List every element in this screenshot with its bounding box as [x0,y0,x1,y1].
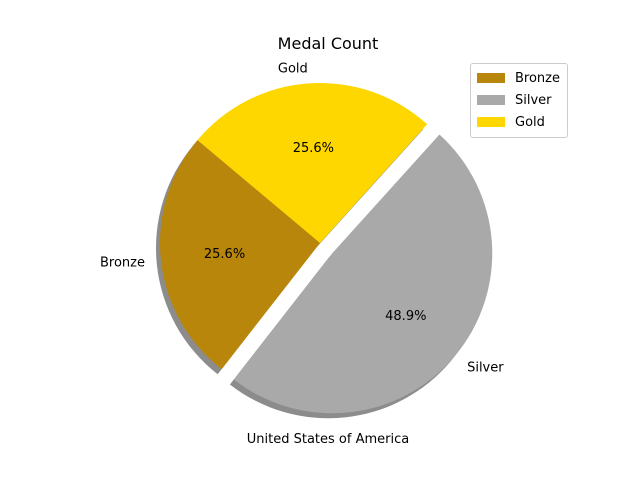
slice-bronze [160,140,320,370]
pie-slices [160,82,493,414]
legend: Bronze Silver Gold [470,63,568,138]
slice-label-bronze: Bronze [100,256,145,271]
legend-swatch-silver [477,95,505,105]
legend-label-gold: Gold [515,114,545,130]
legend-item-gold: Gold [471,111,567,133]
percent-label-bronze: 25.6% [204,247,245,262]
slice-labels: 25.6% Bronze 48.9% Silver 25.6% Gold [100,61,504,375]
legend-swatch-bronze [477,73,505,83]
slice-label-gold: Gold [278,61,308,76]
x-axis-label: United States of America [247,432,409,447]
legend-label-silver: Silver [515,92,552,108]
slice-silver [233,134,493,414]
chart-title: Medal Count [278,34,379,53]
slice-gold [197,82,428,244]
legend-item-bronze: Bronze [471,67,567,89]
slice-label-silver: Silver [467,360,504,375]
legend-swatch-gold [477,117,505,127]
percent-label-gold: 25.6% [293,141,334,156]
percent-label-silver: 48.9% [385,309,426,324]
legend-label-bronze: Bronze [515,70,560,86]
legend-item-silver: Silver [471,89,567,111]
